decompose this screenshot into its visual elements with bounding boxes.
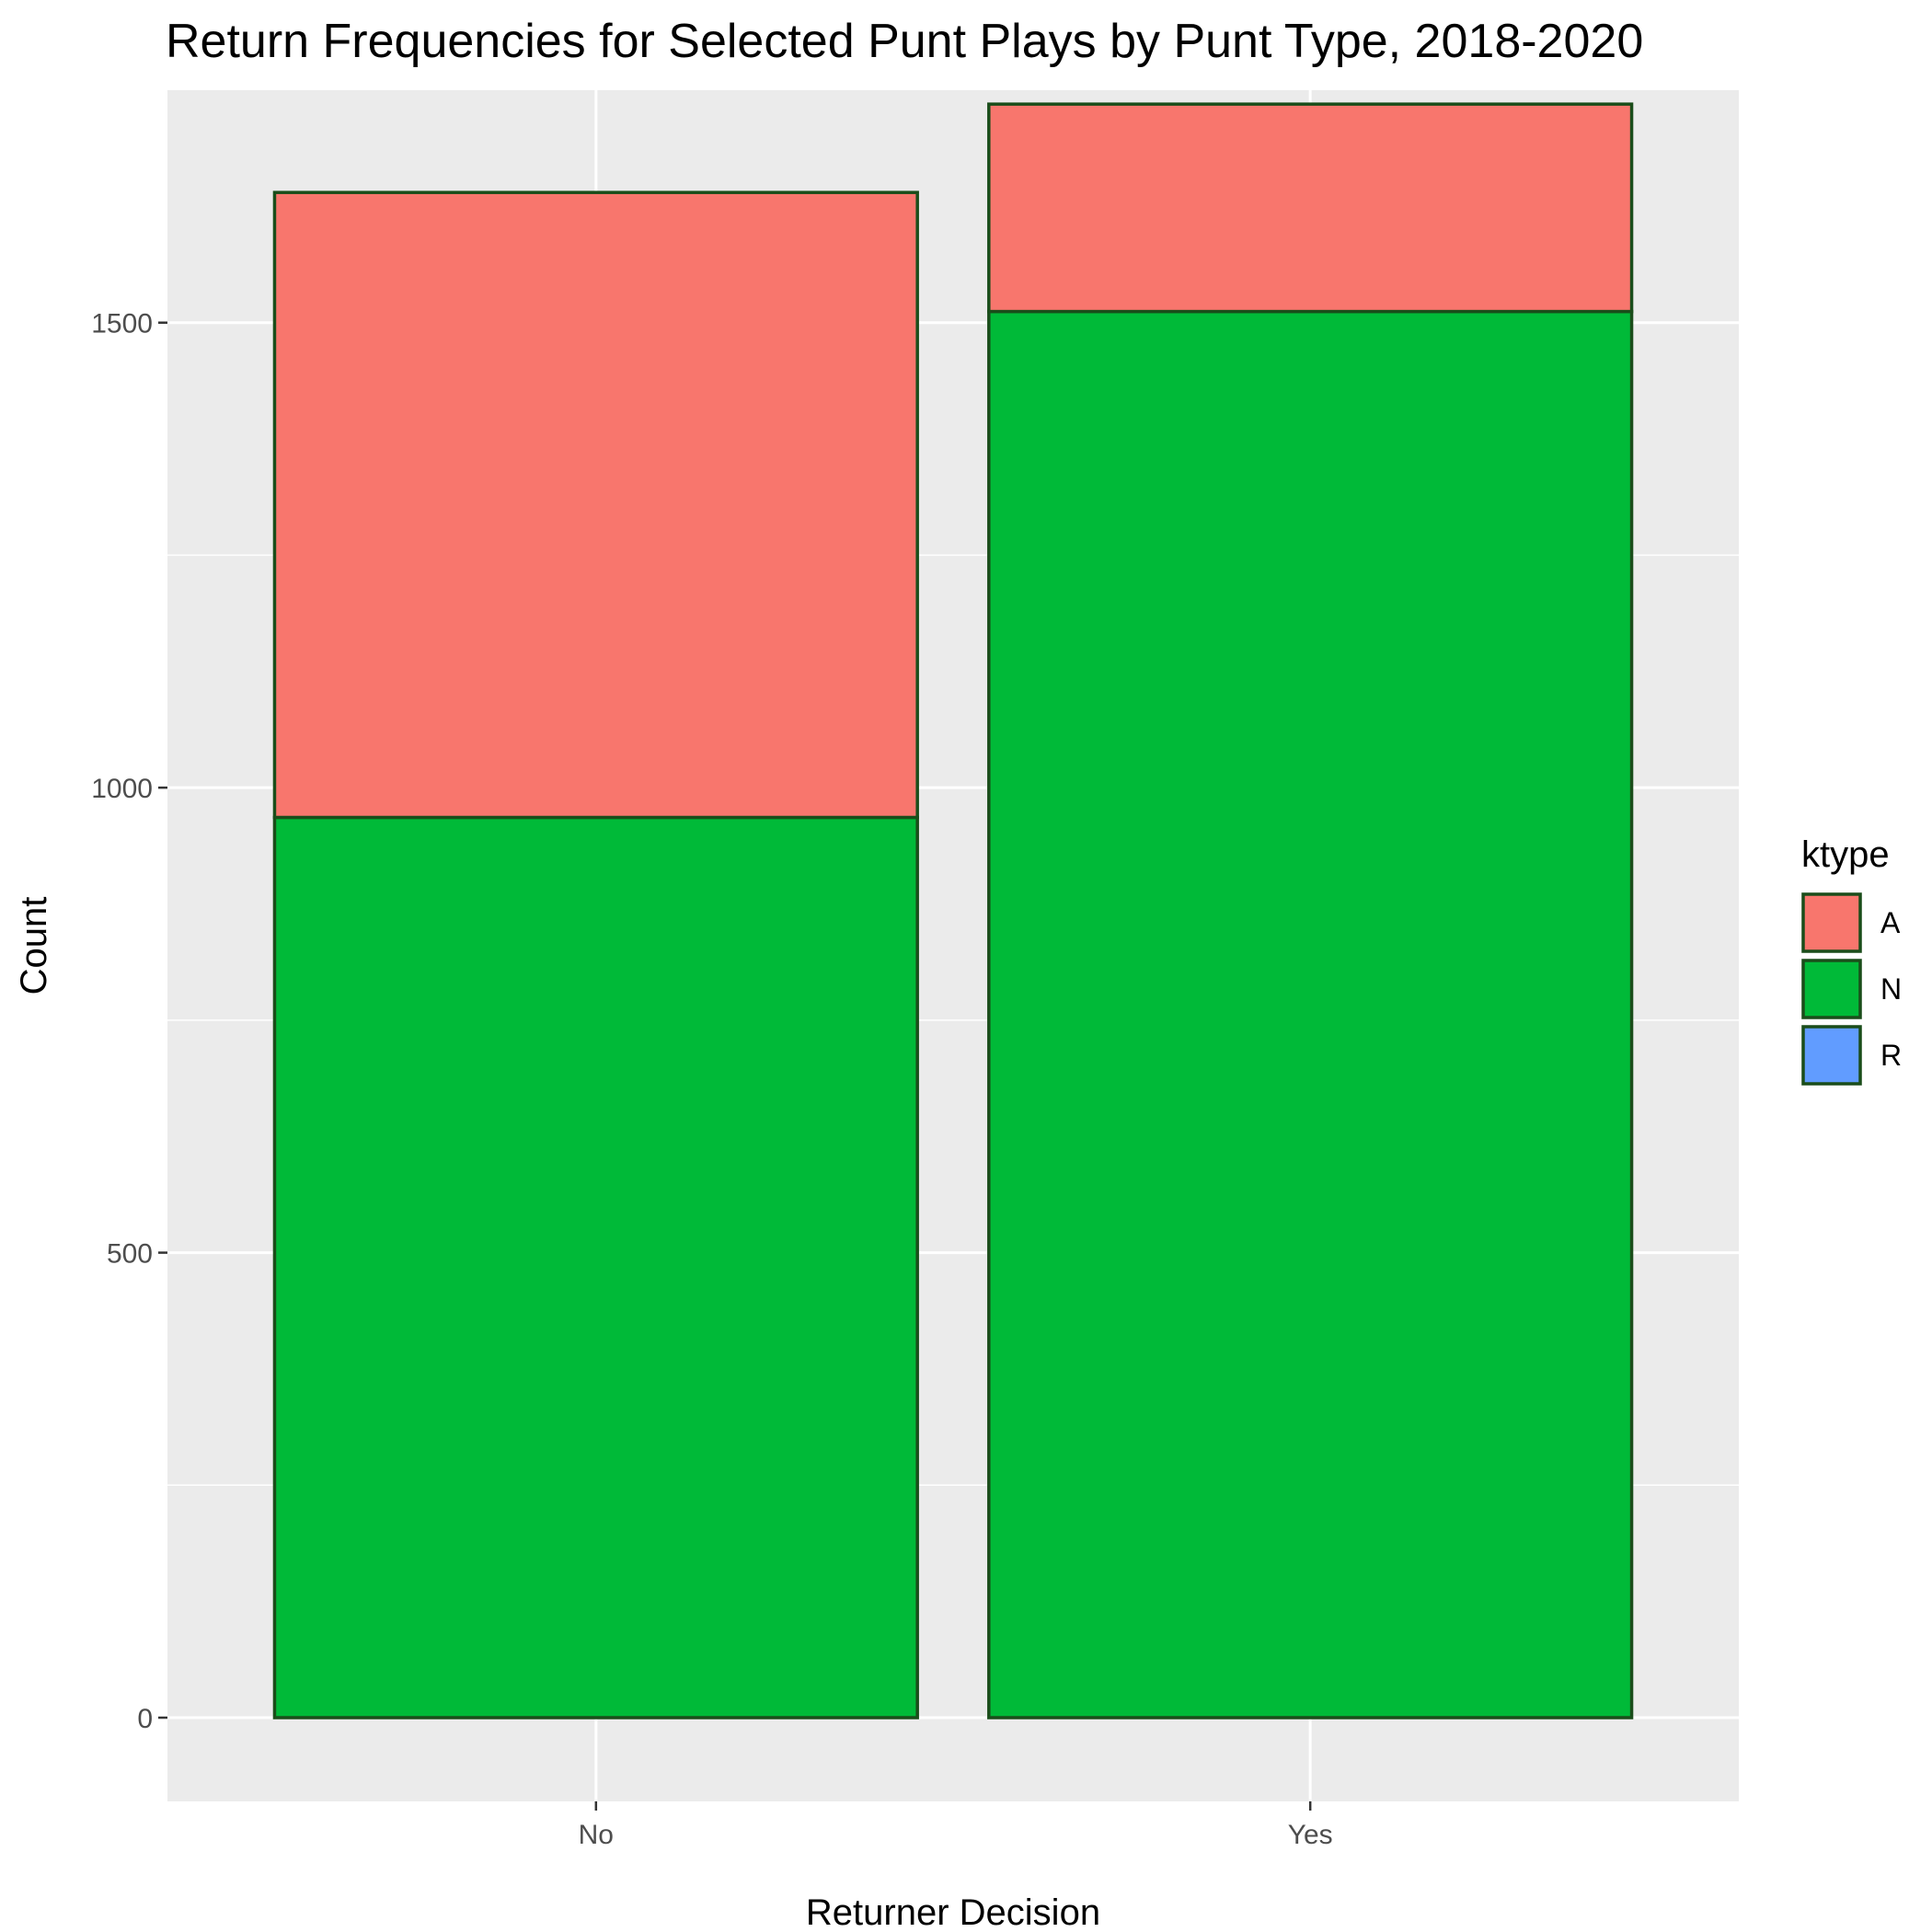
chart-title: Return Frequencies for Selected Punt Pla…: [166, 15, 1643, 68]
bar-yes-n: [987, 309, 1634, 1719]
legend: ktype ANR: [1801, 834, 1902, 1086]
bar-no-n: [272, 815, 919, 1719]
y-tick-label: 500: [107, 1239, 153, 1270]
x-axis: No Yes: [579, 1801, 1333, 1850]
bars: [272, 102, 1634, 1719]
legend-label-r: R: [1880, 1039, 1902, 1072]
legend-label-a: A: [1880, 906, 1901, 939]
legend-items: ANR: [1801, 892, 1902, 1086]
legend-label-n: N: [1880, 972, 1902, 1006]
y-axis-title: Count: [14, 897, 54, 995]
legend-swatch-r: [1801, 1025, 1862, 1086]
bar-no-a: [272, 190, 919, 820]
legend-title: ktype: [1801, 834, 1890, 875]
legend-swatch-a: [1801, 892, 1862, 953]
x-tick-label: No: [579, 1820, 614, 1850]
y-tick-label: 1000: [91, 774, 153, 804]
bar-yes-a: [987, 102, 1634, 314]
y-axis: 0 500 1000 1500: [91, 309, 167, 1734]
x-axis-title: Returner Decision: [806, 1892, 1100, 1932]
y-tick-label: 1500: [91, 309, 153, 339]
legend-swatch-n: [1801, 959, 1862, 1019]
y-tick-label: 0: [137, 1704, 153, 1734]
x-tick-label: Yes: [1288, 1820, 1333, 1850]
